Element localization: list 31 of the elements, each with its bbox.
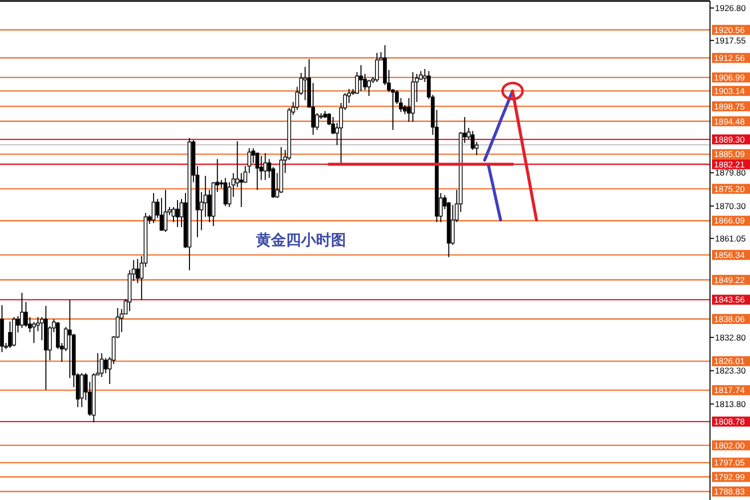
ref-line-label: 1885.09 xyxy=(714,149,745,160)
ref-line-label: 1817.74 xyxy=(714,385,745,396)
ref-line-label: 1849.22 xyxy=(714,274,745,285)
ref-line-label: 1906.99 xyxy=(714,72,745,82)
ref-line-label: 1898.75 xyxy=(714,101,745,112)
ref-line-label: 1802.00 xyxy=(714,440,745,450)
ref-line-label: 1843.56 xyxy=(714,294,745,305)
ref-line-label: 1792.99 xyxy=(714,472,745,482)
ref-line-label: 1826.01 xyxy=(714,356,745,366)
y-tick-label: 1926.80 xyxy=(715,3,746,14)
y-tick-label: 1823.30 xyxy=(715,366,746,376)
y-tick-label: 1813.80 xyxy=(715,398,746,409)
y-tick-label: 1861.05 xyxy=(715,233,746,244)
y-tick-label: 1832.80 xyxy=(715,332,746,342)
y-tick-label: 1879.80 xyxy=(715,168,746,178)
ref-line-label: 1903.14 xyxy=(714,86,745,96)
ref-line-label: 1894.48 xyxy=(714,116,745,126)
ref-line-label: 1838.06 xyxy=(714,314,745,324)
ref-line-label: 1889.30 xyxy=(714,134,745,144)
ref-line-label: 1912.56 xyxy=(714,52,745,63)
text: 黄金四小时图 xyxy=(255,231,346,249)
ref-line-label: 1866.09 xyxy=(714,216,745,226)
y-tick-label: 1870.30 xyxy=(715,200,746,211)
ref-line-label: 1788.83 xyxy=(714,486,745,496)
ref-line-label: 1797.05 xyxy=(714,458,745,468)
ref-line-label: 1882.21 xyxy=(714,159,745,170)
ref-line-label: 1856.34 xyxy=(714,250,745,260)
ref-line-label: 1875.20 xyxy=(714,184,745,194)
ref-line-label: 1920.56 xyxy=(714,24,745,35)
ref-line-label: 1808.78 xyxy=(714,416,745,427)
y-tick-label: 1917.55 xyxy=(715,35,746,46)
